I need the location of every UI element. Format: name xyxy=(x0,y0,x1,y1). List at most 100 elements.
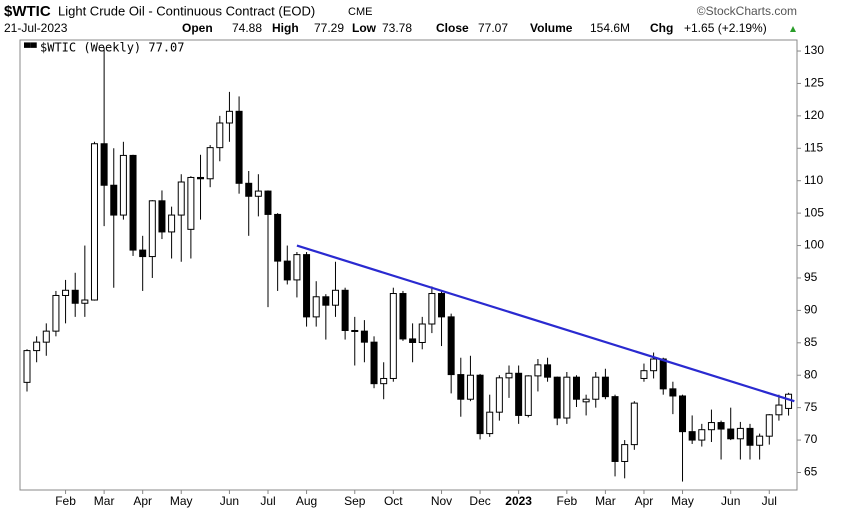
exchange: CME xyxy=(348,6,372,18)
candle-body xyxy=(177,181,185,216)
candle-body xyxy=(283,260,291,281)
candle-body xyxy=(139,249,147,258)
candle-body xyxy=(756,435,764,446)
trendline xyxy=(296,244,795,403)
candle-body xyxy=(293,254,301,281)
y-tick-label: 75 xyxy=(804,400,818,414)
candle-body xyxy=(303,254,311,318)
candle-body xyxy=(640,370,648,379)
x-tick-label: Apr xyxy=(635,494,654,508)
candle-body xyxy=(380,377,388,385)
candle-body xyxy=(42,330,50,343)
stat-value: 77.29 xyxy=(314,21,344,35)
candle-body xyxy=(409,338,417,343)
x-tick-label: Oct xyxy=(384,494,403,508)
candle-body xyxy=(515,372,523,416)
x-tick-label: Feb xyxy=(556,494,577,508)
plot-frame xyxy=(19,39,798,491)
candle-body xyxy=(727,428,735,440)
brand: ©StockCharts.com xyxy=(697,4,797,18)
stat-value: +1.65 (+2.19%) xyxy=(684,21,767,35)
candle-body xyxy=(90,143,98,301)
candle-body xyxy=(23,350,31,383)
stat-value: 77.07 xyxy=(478,21,508,35)
y-tick-label: 70 xyxy=(804,432,818,446)
stats: Open 74.88 High 77.29 Low 73.78 Close 77.07 Volu… xyxy=(182,21,796,35)
candle-body xyxy=(592,376,600,400)
candle-body xyxy=(601,376,609,398)
y-tick-label: 65 xyxy=(804,465,818,479)
candle-body xyxy=(572,376,580,400)
candle-body xyxy=(746,427,754,446)
candle-body xyxy=(717,422,725,430)
candle-body xyxy=(457,374,465,400)
symbol: $WTIC xyxy=(4,3,51,20)
candle-body xyxy=(399,293,407,340)
candle-body xyxy=(158,200,166,233)
candle-body xyxy=(331,289,339,306)
x-tick-label: Aug xyxy=(296,494,317,508)
stat-label: Open xyxy=(182,21,213,35)
x-tick-label: Mar xyxy=(595,494,616,508)
stat-value: 73.78 xyxy=(382,21,412,35)
candle-body xyxy=(33,341,41,352)
candle-body xyxy=(264,190,272,215)
candle-body xyxy=(351,329,359,332)
candle-body xyxy=(669,388,677,397)
candle-body xyxy=(486,411,494,435)
candle-body xyxy=(168,214,176,233)
x-tick-label: Jun xyxy=(220,494,239,508)
y-tick-label: 95 xyxy=(804,270,818,284)
candle-body xyxy=(621,444,629,462)
candle-body xyxy=(785,393,793,409)
y-tick-label: 90 xyxy=(804,303,818,317)
candle-body xyxy=(611,396,619,462)
y-tick-label: 85 xyxy=(804,335,818,349)
x-tick-label: Jul xyxy=(260,494,275,508)
candle-body xyxy=(389,293,397,379)
change-arrow xyxy=(790,26,796,32)
y-tick-label: 120 xyxy=(804,108,824,122)
x-tick-label: Dec xyxy=(469,494,490,508)
candle-body xyxy=(650,358,658,372)
instrument-name: Light Crude Oil - Continuous Contract (E… xyxy=(58,3,315,18)
candle-body xyxy=(52,294,60,332)
y-tick-label: 125 xyxy=(804,76,824,90)
candle-body xyxy=(534,364,542,377)
y-tick-label: 105 xyxy=(804,205,824,219)
candle-body xyxy=(110,184,118,216)
candle-body xyxy=(553,376,561,419)
candle-body xyxy=(707,422,715,431)
candle-body xyxy=(206,147,214,180)
candle-body xyxy=(505,372,513,379)
x-tick-label: Jul xyxy=(762,494,777,508)
x-tick-label: Nov xyxy=(431,494,452,508)
stat-value: 154.6M xyxy=(590,21,630,35)
stat-label: Close xyxy=(436,21,469,35)
x-tick-label: Apr xyxy=(133,494,152,508)
y-tick-label: 115 xyxy=(804,140,823,154)
y-tick-label: 110 xyxy=(804,173,823,187)
candle-body xyxy=(765,414,773,437)
y-tick-label: 100 xyxy=(804,238,824,252)
x-tick-label: May xyxy=(170,494,193,508)
stat-label: Chg xyxy=(650,21,673,35)
candle-body xyxy=(360,330,368,343)
candle-body xyxy=(370,341,378,385)
candle-body xyxy=(736,427,744,440)
x-tick-label: Mar xyxy=(94,494,115,508)
candle-body xyxy=(630,402,638,446)
x-tick-label: 2023 xyxy=(505,494,532,508)
candle-body xyxy=(466,374,474,400)
candle-body xyxy=(438,293,446,318)
candle-body xyxy=(62,289,70,296)
candle-body xyxy=(563,376,571,419)
x-tick-label: May xyxy=(671,494,694,508)
candle-body xyxy=(254,190,262,197)
plot: 65 70 75 80 85 90 95 100 105 110 115 120 125 130 Feb Ma… xyxy=(23,43,824,508)
candle-body xyxy=(225,110,233,124)
candle-body xyxy=(659,358,667,390)
stat-label: Low xyxy=(352,21,377,35)
candle-body xyxy=(495,377,503,413)
